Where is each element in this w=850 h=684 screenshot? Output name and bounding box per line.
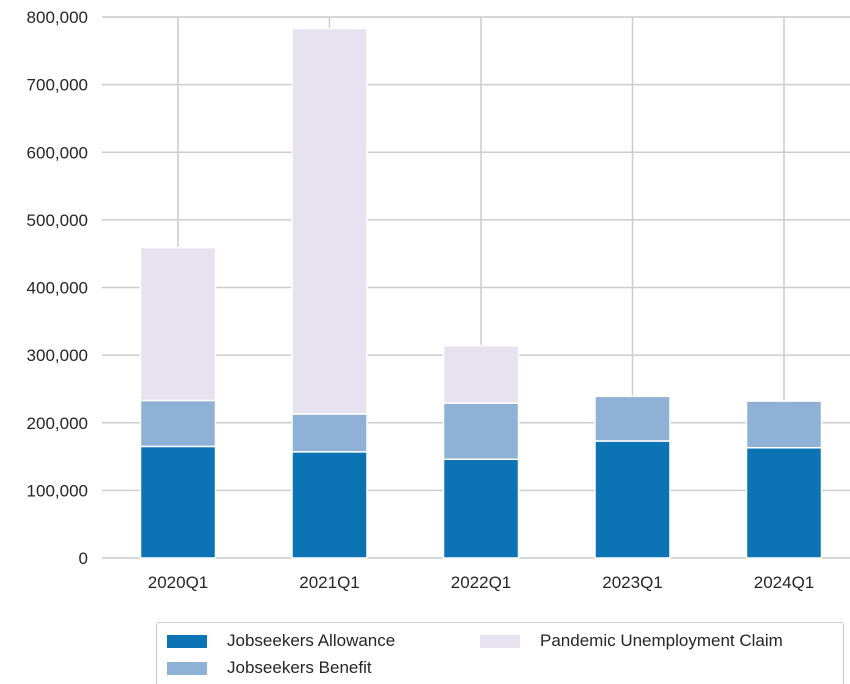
legend-item-pandemic-unemployment-claim: Pandemic Unemployment Claim	[480, 631, 783, 651]
y-axis-ticks: 0 100,000 200,000 300,000 400,000 500,000 600,…	[27, 8, 88, 568]
y-tick-label: 100,000	[27, 481, 88, 500]
legend-swatch-pandemic-unemployment-claim	[480, 634, 520, 648]
bar-segment-jobseekers-allowance	[139, 445, 217, 559]
bar-segment-pandemic-unemployment-claim	[139, 246, 217, 402]
bar-segment-jobseekers-allowance	[291, 451, 368, 559]
bar-segment-jobseekers-allowance	[442, 458, 520, 559]
y-tick-label: 0	[79, 549, 88, 568]
legend-label: Jobseekers Benefit	[227, 658, 372, 677]
bar-segment-jobseekers-benefit	[594, 395, 671, 442]
bar-segment-pandemic-unemployment-claim	[442, 344, 520, 404]
legend-item-jobseekers-allowance: Jobseekers Allowance	[167, 631, 395, 651]
bar-segment-jobseekers-benefit	[291, 413, 368, 453]
bar-segment-jobseekers-benefit	[442, 402, 520, 461]
bar-segment-pandemic-unemployment-claim	[291, 27, 368, 415]
legend-swatch-jobseekers-allowance	[167, 634, 207, 648]
legend-item-jobseekers-benefit: Jobseekers Benefit	[167, 658, 372, 678]
bars-layer	[139, 27, 823, 559]
x-tick-label: 2021Q1	[299, 573, 360, 592]
bar-segment-jobseekers-allowance	[745, 447, 823, 559]
x-tick-label: 2020Q1	[148, 573, 209, 592]
x-axis-ticks: 2020Q1 2021Q1 2022Q1 2023Q1 2024Q1	[148, 573, 815, 592]
legend: Jobseekers Allowance Jobseekers Benefit …	[156, 622, 844, 684]
y-tick-label: 700,000	[27, 76, 88, 95]
y-tick-label: 500,000	[27, 211, 88, 230]
y-tick-label: 200,000	[27, 414, 88, 433]
y-tick-label: 400,000	[27, 279, 88, 298]
x-tick-label: 2022Q1	[451, 573, 512, 592]
y-tick-label: 600,000	[27, 143, 88, 162]
legend-swatch-jobseekers-benefit	[167, 661, 207, 675]
legend-label: Jobseekers Allowance	[227, 631, 396, 650]
y-tick-label: 800,000	[27, 8, 88, 27]
bar-segment-jobseekers-benefit	[139, 399, 217, 448]
legend-label: Pandemic Unemployment Claim	[540, 631, 783, 650]
bar-segment-jobseekers-allowance	[594, 440, 671, 559]
x-tick-label: 2023Q1	[602, 573, 663, 592]
x-tick-label: 2024Q1	[754, 573, 815, 592]
bar-segment-jobseekers-benefit	[745, 400, 823, 449]
stacked-bar-chart: 0 100,000 200,000 300,000 400,000 500,000 600,…	[27, 8, 850, 592]
y-tick-label: 300,000	[27, 346, 88, 365]
